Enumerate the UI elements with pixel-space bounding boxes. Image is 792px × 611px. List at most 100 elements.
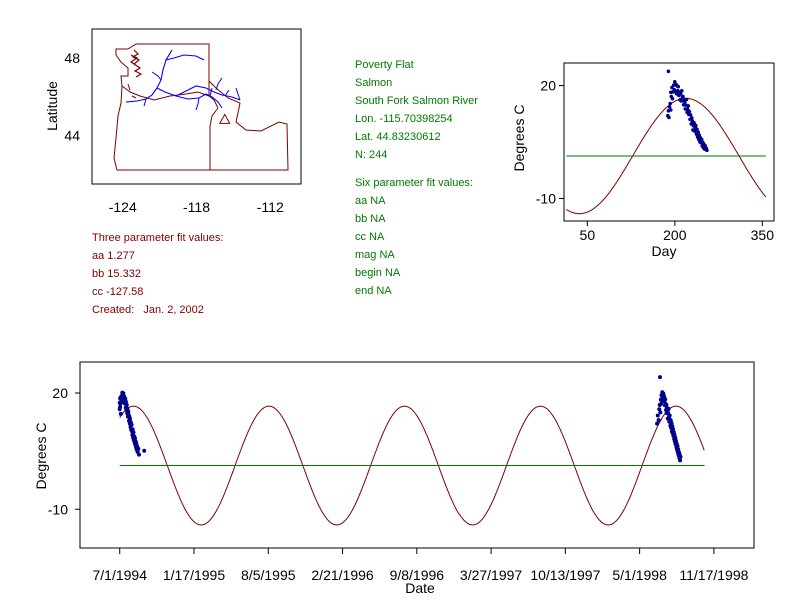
date-data-point: [137, 452, 141, 457]
date-x-tick-label: 1/17/1995: [163, 567, 225, 583]
date-y-tick-label: 20: [52, 385, 68, 401]
site-n: N: 244: [355, 149, 388, 161]
puget-sound: [129, 49, 143, 78]
three-param-created: Created: Jan. 2, 2002: [92, 304, 204, 316]
or-id-border: [209, 107, 219, 170]
date-data-point: [663, 397, 668, 402]
six-param-cc: cc NA: [355, 231, 385, 243]
site-longitude: Lon. -115.70398254: [355, 113, 453, 125]
date-x-tick-label: 9/8/1996: [390, 567, 445, 583]
day-data-point: [667, 105, 672, 109]
date-x-tick-label: 2/21/1996: [311, 567, 373, 583]
day-data-point: [676, 84, 681, 89]
day-data-point: [667, 115, 671, 120]
three-param-heading: Three parameter fit values:: [92, 232, 224, 244]
date-data-point: [129, 422, 134, 427]
site-basin: Salmon: [355, 77, 393, 89]
day-data-point: [687, 109, 692, 114]
map-frame: [91, 28, 302, 185]
date-x-tick-label: 7/1/1994: [92, 567, 147, 583]
three-param-bb: bb 15.332: [92, 268, 141, 280]
day-y-tick-label: 20: [540, 78, 556, 94]
six-param-end: end NA: [355, 285, 392, 297]
date-data-point: [123, 396, 128, 401]
day-x-tick-label: 200: [663, 227, 687, 243]
six-param-info: Six parameter fit values: aa NA bb NA cc…: [355, 174, 473, 300]
day-data-point: [678, 92, 683, 96]
day-data-point: [666, 69, 671, 74]
day-data-point: [684, 97, 689, 102]
day-x-tick-label: 50: [580, 227, 596, 243]
date-data-point: [118, 411, 123, 416]
date-x-axis-label: Date: [405, 580, 435, 596]
map-y-axis-label: Latitude: [44, 81, 60, 131]
snake-river: [175, 85, 241, 101]
day-data-point: [680, 89, 684, 93]
map-x-tick-label: -124: [109, 199, 137, 215]
date-data-point: [658, 375, 662, 380]
date-data-point: [130, 427, 135, 432]
date-plot: 7/1/1994 1/17/1995 8/5/1995 2/21/1996 9/8/19…: [33, 361, 755, 596]
date-data-point: [678, 454, 683, 459]
day-data-point: [670, 96, 675, 101]
date-data-point: [655, 421, 660, 426]
spokane-river: [165, 54, 205, 61]
site-info: Poverty Flat Salmon South Fork Salmon Ri…: [355, 56, 478, 164]
date-data-point: [118, 405, 123, 409]
six-param-aa: aa NA: [355, 195, 386, 207]
day-points: [666, 69, 709, 153]
day-x-tick-label: 350: [751, 227, 775, 243]
site-name: Poverty Flat: [355, 59, 414, 71]
date-data-point: [669, 421, 674, 426]
date-data-point: [126, 409, 131, 414]
date-x-tick-label: 3/27/1997: [460, 567, 522, 583]
date-x-ticks: 7/1/1994 1/17/1995 8/5/1995 2/21/1996 9/8/19…: [92, 548, 749, 583]
date-data-point: [667, 413, 672, 418]
date-data-point: [124, 403, 129, 407]
map-x-tick-label: -118: [183, 199, 210, 215]
day-fit-curve: [566, 97, 767, 215]
date-data-point: [657, 407, 662, 412]
day-y-ticks: -10 20: [536, 78, 564, 206]
day-plot: 50 200 350 -10 20 Day Degrees C: [511, 62, 775, 259]
six-param-mag: mag NA: [355, 249, 395, 261]
three-param-aa: aa 1.277: [92, 250, 135, 262]
day-data-point: [697, 133, 702, 137]
day-data-point: [669, 108, 673, 112]
state-outlines: [113, 43, 289, 171]
date-data-point: [664, 403, 669, 407]
map-y-tick-label: 48: [64, 50, 80, 66]
day-data-point: [696, 130, 700, 134]
site-river: South Fork Salmon River: [355, 95, 478, 107]
three-param-info: Three parameter fit values: aa 1.277 bb …: [92, 229, 223, 319]
six-param-bb: bb NA: [355, 213, 386, 225]
site-marker-triangle: [218, 113, 231, 124]
date-fit-curve: [119, 405, 705, 526]
date-data-point: [659, 401, 664, 406]
date-data-point: [131, 430, 136, 435]
day-data-point: [705, 148, 709, 153]
date-data-point: [671, 427, 675, 431]
site-latitude: Lat. 44.83230612: [355, 131, 441, 143]
date-data-point: [124, 399, 128, 404]
date-y-axis-label: Degrees C: [33, 423, 49, 490]
date-data-point: [133, 436, 137, 441]
date-data-point: [136, 446, 141, 451]
day-data-point: [694, 123, 698, 128]
map-y-tick-labels: 44 48: [64, 50, 80, 144]
date-data-point: [121, 391, 126, 396]
day-y-tick-label: -10: [536, 190, 556, 206]
day-data-point: [686, 104, 691, 108]
day-x-ticks: 50 200 350: [580, 221, 775, 243]
date-x-tick-label: 5/1/1998: [612, 567, 667, 583]
day-data-point: [688, 113, 693, 117]
tributaries: [143, 71, 241, 111]
coast-detail: [127, 83, 137, 99]
six-param-heading: Six parameter fit values:: [355, 177, 473, 189]
date-data-point: [678, 458, 683, 463]
date-plot-frame: [79, 361, 755, 549]
date-data-point: [655, 413, 660, 418]
map-x-tick-label: -112: [257, 199, 284, 215]
three-param-cc: cc -127.58: [92, 286, 144, 298]
